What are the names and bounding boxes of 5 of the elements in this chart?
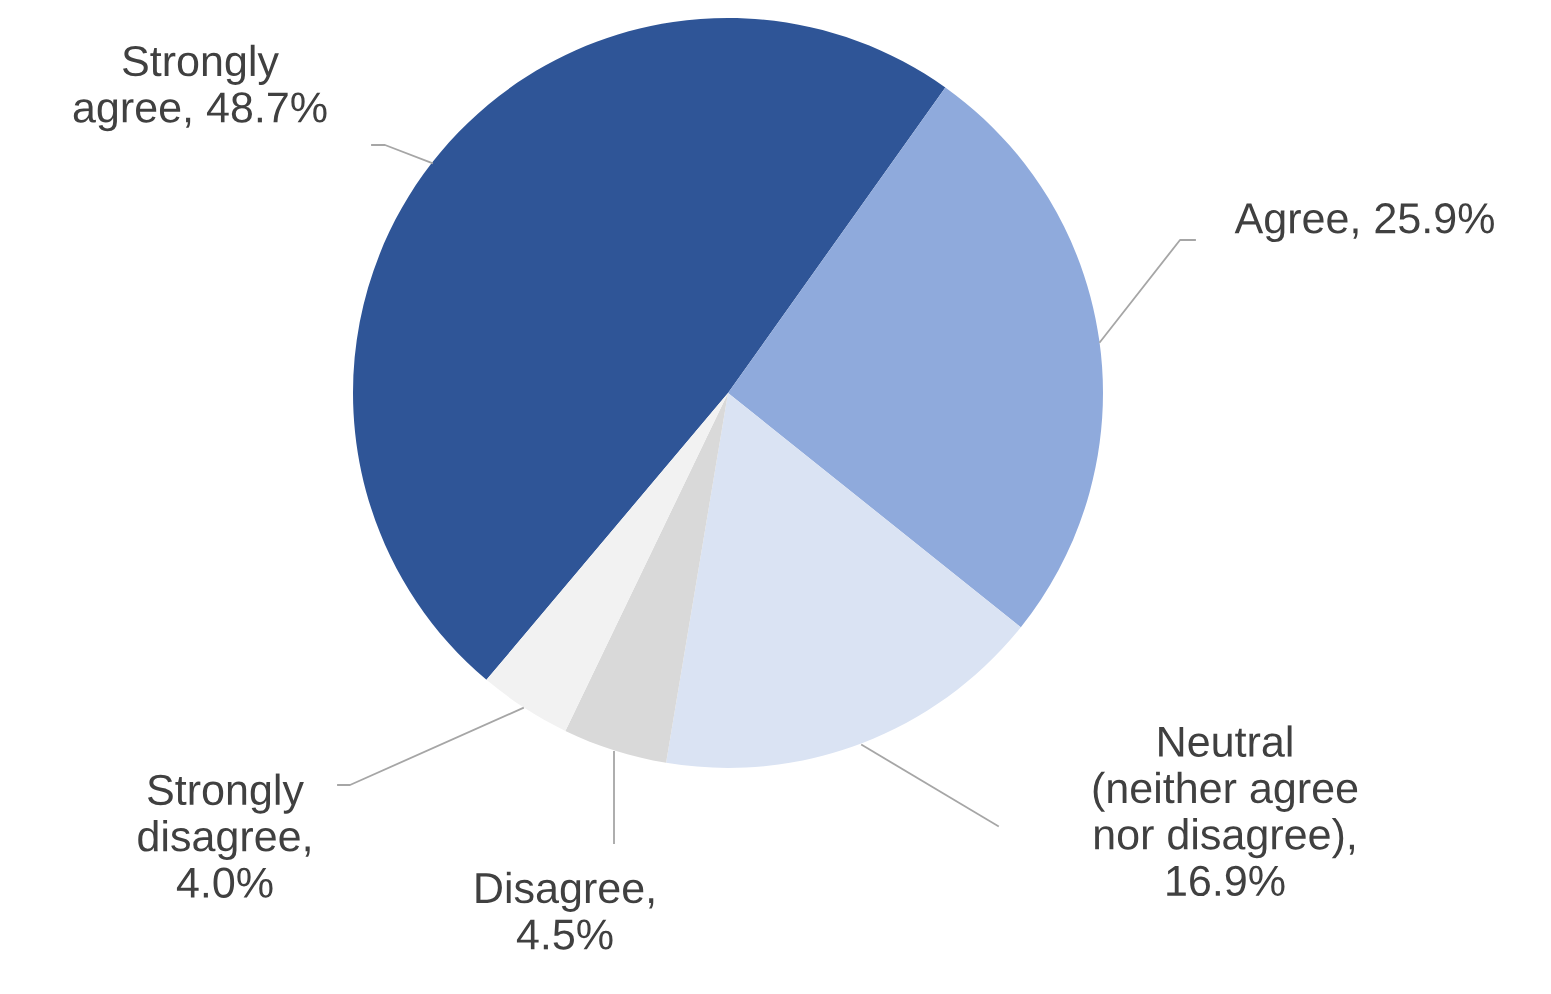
slice-label: Neutral (neither agree nor disagree), 16.9% <box>1093 725 1358 897</box>
slice-label: Disagree, 4.5% <box>476 871 654 950</box>
slice-label: Strongly agree, 48.7% <box>73 44 327 132</box>
slice-label: Strongly disagree, 4.0% <box>138 773 310 898</box>
slice-label: Agree, 25.9% <box>1234 203 1494 243</box>
